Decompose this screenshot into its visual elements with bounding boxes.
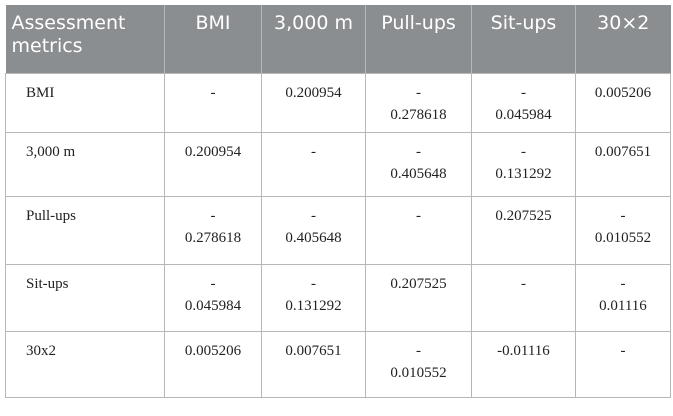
- table-cell: - 0.045984: [164, 263, 262, 332]
- table-row: 30x2 0.005206 0.007651- 0.010552 -0.01116-: [5, 330, 671, 398]
- row-label: Pull-ups: [5, 195, 165, 265]
- table-cell: - 0.045984: [471, 72, 576, 133]
- table-cell: 0.007651: [261, 330, 366, 398]
- table-cell: 0.207525: [471, 195, 576, 265]
- table-cell: 0.007651: [575, 131, 671, 197]
- header-cell: Assessment metrics: [5, 5, 165, 73]
- table-cell: - 0.010552: [575, 195, 671, 265]
- table-cell: - 0.405648: [261, 195, 366, 265]
- table-row: Sit-ups - 0.045984- 0.131292 0.207525- - 0.…: [5, 263, 671, 332]
- table-row: BMI -0.200954- 0.278618- 0.045984 0.005206: [5, 72, 671, 133]
- table-cell: 0.200954: [164, 131, 262, 197]
- table-cell: 0.200954: [261, 72, 366, 133]
- row-label: Sit-ups: [5, 263, 165, 332]
- header-cell: 30×2: [575, 5, 671, 73]
- table-cell: - 0.278618: [365, 72, 472, 133]
- table-cell: -: [261, 131, 366, 197]
- table-cell: - 0.010552: [365, 330, 472, 398]
- table-row: Pull-ups - 0.278618- 0.405648-0.207525- 0…: [5, 195, 671, 265]
- header-row: Assessment metrics BMI 3,000 m Pull-ups …: [5, 5, 671, 73]
- header-cell: Sit-ups: [471, 5, 576, 73]
- table-cell: - 0.01116: [575, 263, 671, 332]
- row-label: 3,000 m: [5, 131, 165, 197]
- row-label: BMI: [5, 72, 165, 133]
- table-cell: 0.207525: [365, 263, 472, 332]
- table-cell: - 0.131292: [261, 263, 366, 332]
- table-cell: -0.01116: [471, 330, 576, 398]
- table-cell: - 0.278618: [164, 195, 262, 265]
- row-label: 30x2: [5, 330, 165, 398]
- header-cell: Pull-ups: [365, 5, 472, 73]
- table-cell: - 0.405648: [365, 131, 472, 197]
- table-row: 3,000 m 0.200954- - 0.405648- 0.131292 0.00…: [5, 131, 671, 197]
- header-cell: BMI: [164, 5, 262, 73]
- header-cell: 3,000 m: [261, 5, 366, 73]
- table-cell: 0.005206: [575, 72, 671, 133]
- table-cell: -: [471, 263, 576, 332]
- table-cell: -: [164, 72, 262, 133]
- table-cell: 0.005206: [164, 330, 262, 398]
- table-cell: -: [575, 330, 671, 398]
- table-cell: -: [365, 195, 472, 265]
- correlation-table: Assessment metrics BMI 3,000 m Pull-ups …: [5, 5, 671, 398]
- table-cell: - 0.131292: [471, 131, 576, 197]
